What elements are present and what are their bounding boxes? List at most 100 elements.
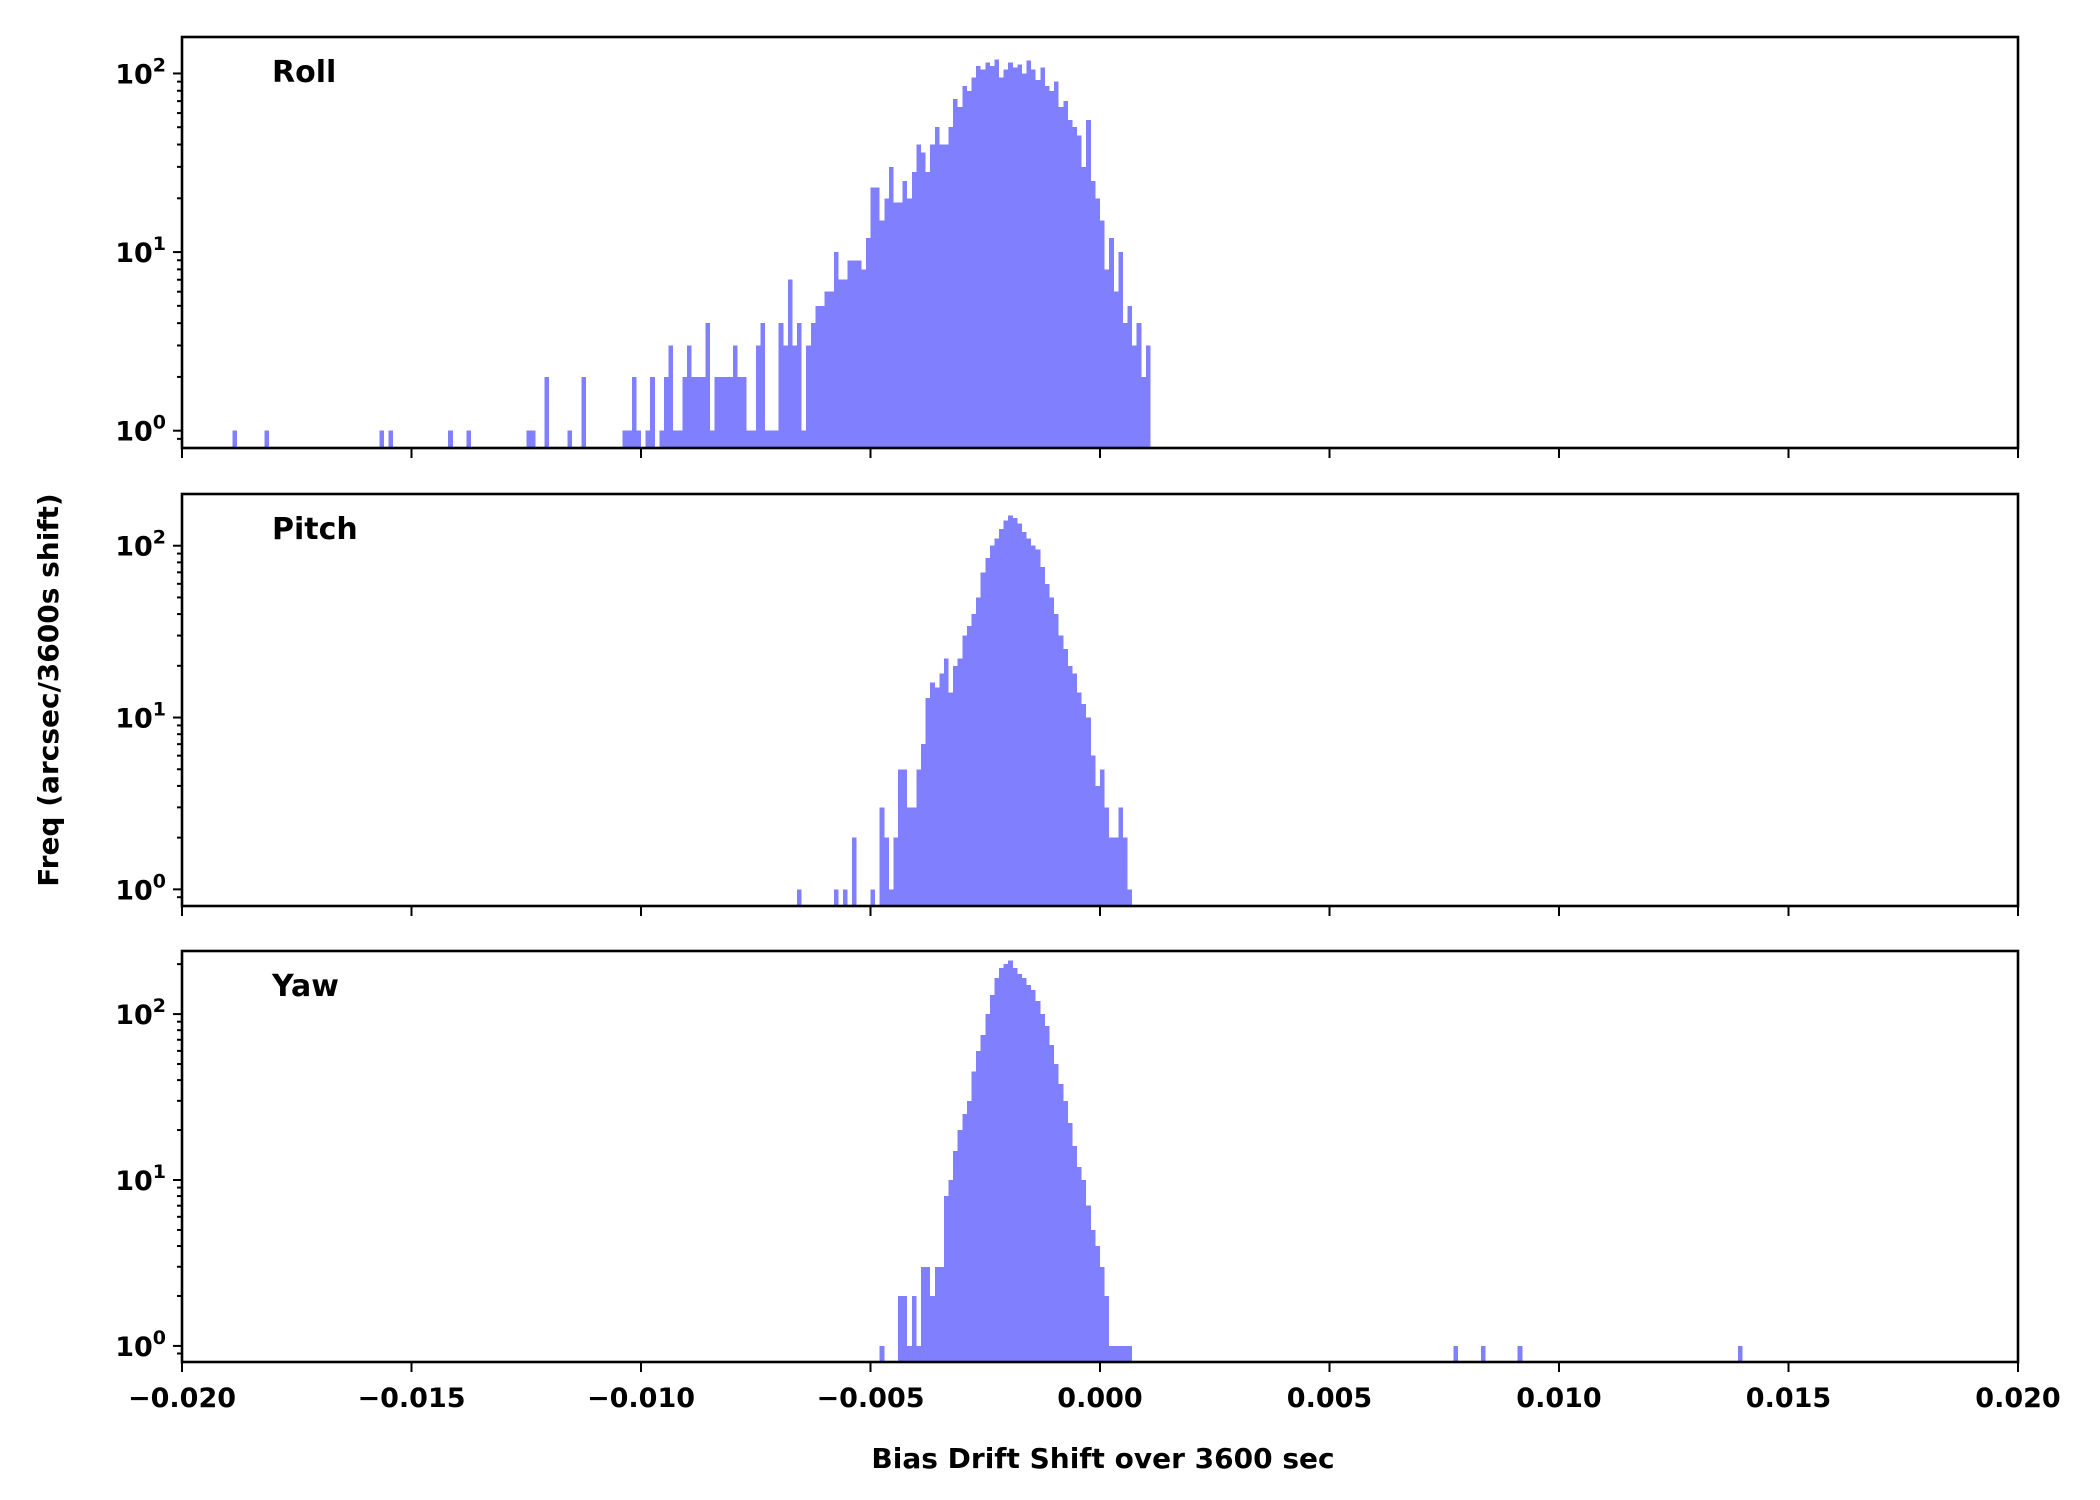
bar: [815, 305, 821, 448]
bar: [1026, 60, 1032, 449]
bar: [677, 430, 683, 448]
bar: [833, 252, 839, 448]
bar: [1072, 673, 1078, 906]
bar: [971, 614, 977, 906]
bar: [769, 430, 775, 448]
bar: [1040, 67, 1045, 449]
bar: [943, 144, 949, 449]
y-tick-label: 101: [115, 1161, 166, 1197]
bar: [898, 769, 903, 906]
bar: [1012, 967, 1018, 1362]
bar: [934, 127, 940, 448]
bar: [1072, 127, 1078, 448]
bar: [1104, 807, 1110, 906]
panel-label-pitch: Pitch: [272, 512, 358, 547]
bar: [774, 430, 779, 448]
bar: [751, 430, 756, 448]
x-tick-label: 0.015: [1746, 1383, 1831, 1414]
bar: [865, 237, 871, 448]
bar: [925, 697, 931, 906]
bar: [723, 376, 729, 448]
bar: [920, 152, 926, 448]
bar: [948, 692, 954, 906]
bar: [907, 1345, 912, 1362]
bar: [953, 665, 958, 906]
bar: [1100, 220, 1105, 448]
bar: [1017, 973, 1022, 1362]
bar: [705, 323, 710, 448]
bar: [388, 430, 394, 448]
y-tick-label: 100: [115, 412, 166, 448]
bar: [847, 260, 853, 448]
bar: [1021, 978, 1027, 1362]
bar: [893, 837, 899, 906]
bar: [526, 430, 531, 448]
bar: [1081, 703, 1087, 906]
bar: [962, 86, 967, 448]
bar: [888, 166, 894, 448]
bar: [957, 1130, 963, 1362]
y-tick-label: 102: [115, 995, 166, 1031]
bar: [1738, 1345, 1743, 1362]
bar: [581, 376, 586, 448]
bar: [1109, 237, 1114, 448]
bar: [1031, 69, 1036, 449]
bar: [728, 376, 733, 448]
y-tick-label: 102: [115, 527, 166, 563]
bar: [232, 430, 238, 448]
bar: [797, 323, 802, 448]
bar: [930, 144, 935, 449]
panels: 100 101 102 Roll 100 101 102 Pitch 100 101 102 −0.0…: [115, 35, 2061, 1414]
bar: [1113, 291, 1119, 448]
y-tick-label: 100: [115, 1327, 166, 1363]
bar: [842, 279, 848, 448]
bar: [1017, 64, 1022, 449]
bar: [696, 376, 701, 448]
bar: [916, 144, 921, 449]
bar: [1035, 1000, 1041, 1362]
bar: [985, 557, 990, 906]
bar: [1109, 837, 1114, 906]
bar: [957, 106, 963, 448]
bar: [934, 1266, 940, 1362]
bar: [1118, 807, 1123, 906]
bar: [999, 77, 1004, 448]
bar: [1113, 1345, 1119, 1362]
bar: [797, 889, 802, 906]
bar: [824, 291, 830, 448]
panel-yaw: 100 101 102 −0.020 −0.015 −0.010 −0.005 0.000 0.…: [115, 949, 2061, 1414]
bar: [994, 59, 1000, 448]
bar: [792, 345, 798, 448]
bar: [1008, 960, 1013, 1362]
bar: [962, 1113, 967, 1362]
bar: [1109, 1345, 1114, 1362]
bar: [861, 269, 866, 448]
bar: [1026, 538, 1032, 906]
bar: [530, 430, 536, 448]
bar: [976, 1050, 981, 1362]
bar: [1003, 520, 1009, 906]
bar: [842, 889, 848, 906]
bar: [875, 187, 880, 448]
bar: [943, 1196, 949, 1362]
bar: [962, 635, 967, 906]
bar: [820, 305, 825, 448]
bar: [893, 202, 899, 448]
y-tick-label: 100: [115, 870, 166, 906]
bar: [898, 1295, 903, 1362]
bar: [1058, 106, 1064, 448]
bar: [976, 66, 981, 448]
bar: [934, 687, 940, 906]
bar: [833, 889, 839, 906]
bar: [806, 345, 811, 448]
bar: [999, 967, 1004, 1362]
bar: [673, 430, 678, 448]
bar: [448, 430, 453, 448]
panel-label-roll: Roll: [272, 55, 336, 90]
bar: [1049, 597, 1055, 906]
bar: [760, 323, 765, 448]
bar: [971, 77, 977, 448]
bar: [1021, 73, 1027, 449]
bar: [1067, 665, 1073, 906]
bar: [884, 198, 889, 448]
